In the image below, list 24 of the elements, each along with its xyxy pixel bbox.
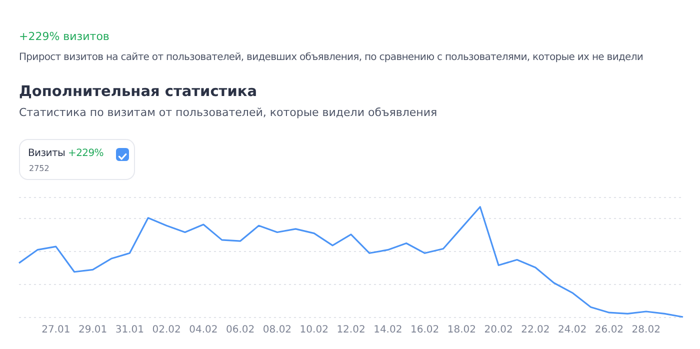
x-tick-label: 24.02 (558, 324, 587, 336)
x-tick-label: 12.02 (336, 324, 366, 336)
x-tick-label: 06.02 (226, 324, 255, 336)
x-tick-label: 08.02 (262, 324, 292, 336)
x-tick-label: 16.02 (410, 324, 440, 336)
x-tick-label: 31.01 (115, 324, 144, 336)
text: Визиты (28, 148, 66, 159)
text: Прирост визитов на сайте от пользователей, видевших объявления, по сравнению с пользователями, которые их не видели (19, 52, 644, 63)
text: Дополнительная статистика (19, 84, 257, 100)
chart-subtitle: +229% визитов (19, 30, 110, 43)
x-tick-label: 22.02 (521, 324, 550, 336)
text: +229% (68, 148, 104, 159)
x-tick-label: 28.02 (632, 324, 660, 336)
x-tick-label: 26.02 (594, 324, 624, 336)
x-tick-label: 10.02 (300, 324, 328, 336)
x-tick-label: 20.02 (484, 324, 513, 336)
text: 2752 (29, 164, 50, 173)
x-tick-label: 27.01 (42, 324, 70, 336)
x-tick-label: 02.02 (152, 324, 181, 336)
x-tick-label: 18.02 (447, 324, 476, 336)
x-tick-label: 04.02 (189, 324, 218, 336)
x-tick-label: 29.01 (78, 324, 108, 336)
text: Статистика по визитам от пользователей, которые видели объявления (19, 106, 438, 119)
x-tick-label: 14.02 (374, 324, 402, 336)
